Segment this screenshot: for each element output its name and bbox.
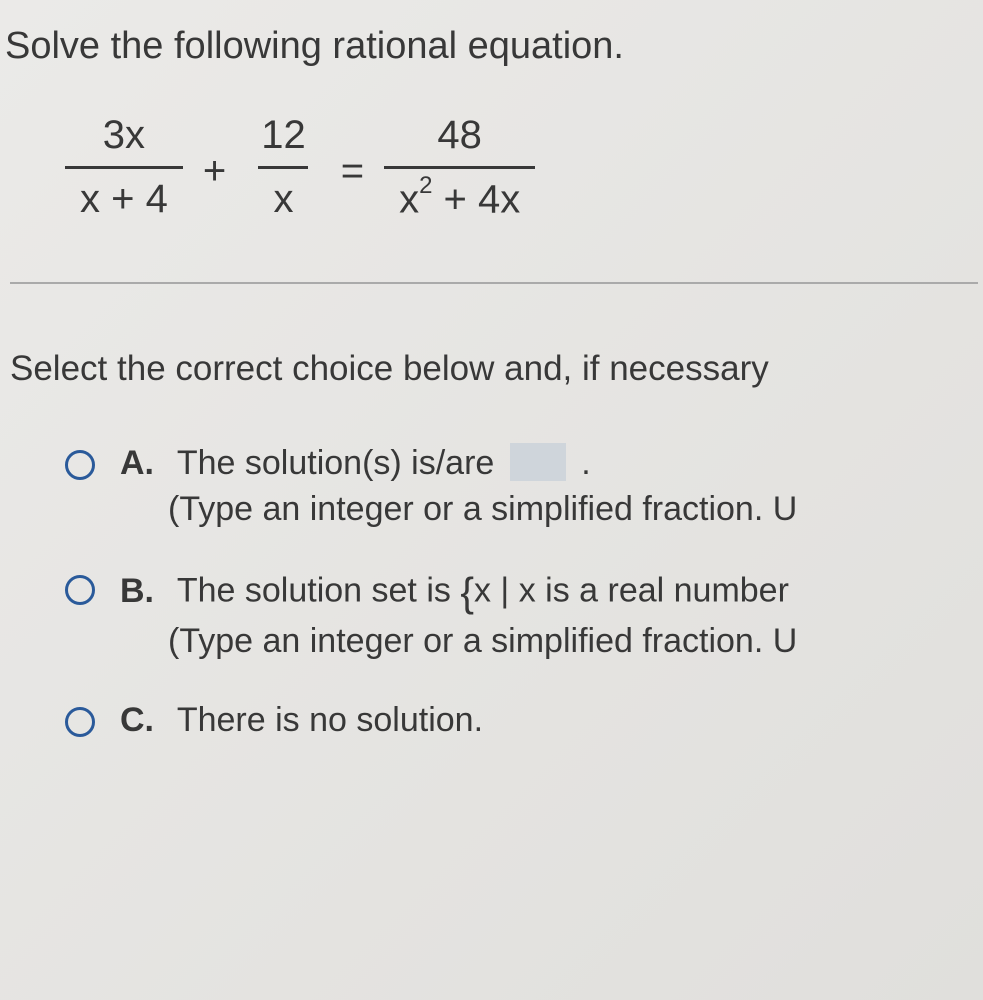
operator-plus: + (203, 141, 226, 194)
option-b-text-pre: The solution set is (177, 572, 460, 610)
option-c[interactable]: C. There is no solution. (65, 701, 983, 740)
option-b-line1: B. The solution set is {x | x is a real … (120, 569, 797, 616)
numerator-1: 3x (88, 113, 160, 166)
option-c-label: C. (120, 701, 168, 740)
option-c-line1: C. There is no solution. (120, 701, 483, 740)
operator-equals: = (341, 141, 364, 194)
option-b-text-post: x | x is a real number (474, 572, 789, 610)
option-b-body: B. The solution set is {x | x is a real … (120, 569, 797, 661)
numerator-3: 48 (422, 113, 497, 166)
den3-part1: x (399, 177, 419, 221)
option-a-line1: A. The solution(s) is/are . (120, 444, 797, 484)
divider (10, 282, 978, 284)
denominator-3: x2 + 4x (384, 166, 535, 222)
den3-part2: + 4x (432, 177, 520, 221)
option-b-line2: (Type an integer or a simplified fractio… (120, 622, 797, 661)
option-a-label: A. (120, 444, 168, 483)
radio-c[interactable] (65, 707, 95, 737)
option-c-text: There is no solution. (177, 701, 483, 739)
denominator-1: x + 4 (65, 166, 183, 222)
option-a-line2: (Type an integer or a simplified fractio… (120, 490, 797, 529)
option-a-text-pre: The solution(s) is/are (177, 444, 504, 482)
denominator-2: x (258, 166, 308, 222)
numerator-2: 12 (246, 113, 321, 166)
radio-a[interactable] (65, 450, 95, 480)
option-b-label: B. (120, 572, 168, 611)
option-b[interactable]: B. The solution set is {x | x is a real … (65, 569, 983, 661)
instruction-text: Select the correct choice below and, if … (5, 349, 983, 389)
radio-b[interactable] (65, 575, 95, 605)
fraction-2: 12 x (246, 113, 321, 222)
den3-exponent: 2 (419, 172, 432, 199)
option-a[interactable]: A. The solution(s) is/are . (Type an int… (65, 444, 983, 529)
options-list: A. The solution(s) is/are . (Type an int… (5, 444, 983, 740)
fraction-1: 3x x + 4 (65, 113, 183, 222)
answer-input-box[interactable] (510, 443, 566, 481)
option-a-body: A. The solution(s) is/are . (Type an int… (120, 444, 797, 529)
left-brace: { (460, 569, 474, 615)
fraction-3: 48 x2 + 4x (384, 113, 535, 222)
option-c-body: C. There is no solution. (120, 701, 483, 740)
equation: 3x x + 4 + 12 x = 48 x2 + 4x (5, 113, 983, 222)
option-a-text-post: . (581, 444, 590, 482)
question-prompt: Solve the following rational equation. (5, 25, 983, 68)
